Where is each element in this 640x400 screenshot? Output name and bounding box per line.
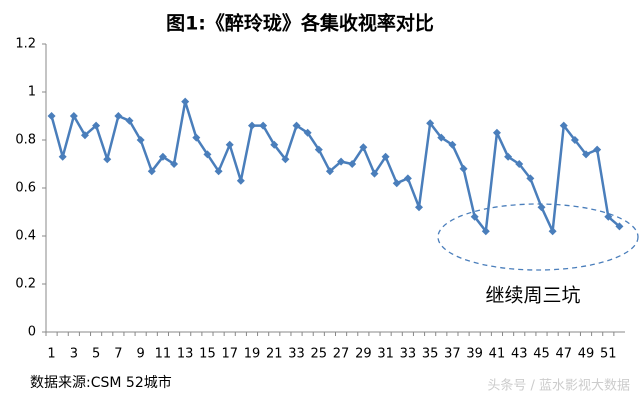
x-tick-label: 1 bbox=[47, 347, 55, 362]
data-point bbox=[582, 150, 591, 159]
data-point bbox=[615, 222, 624, 231]
y-tick-label: 1 bbox=[28, 85, 36, 100]
x-tick-label: 43 bbox=[511, 347, 528, 362]
data-point bbox=[593, 145, 602, 154]
x-tick-label: 49 bbox=[578, 347, 595, 362]
x-tick-label: 41 bbox=[489, 347, 506, 362]
series-line bbox=[50, 100, 621, 233]
data-point bbox=[359, 143, 368, 152]
x-tick-label: 37 bbox=[444, 347, 461, 362]
data-point bbox=[370, 169, 379, 178]
data-point bbox=[114, 112, 123, 120]
data-point bbox=[69, 112, 78, 120]
x-tick-label: 47 bbox=[555, 347, 572, 362]
data-point bbox=[403, 174, 412, 183]
data-point bbox=[58, 152, 67, 161]
data-point bbox=[426, 119, 435, 128]
data-point bbox=[381, 152, 390, 161]
data-point bbox=[259, 121, 268, 130]
chart-title: 图1:《醉玲珑》各集收视率对比 bbox=[166, 12, 434, 35]
y-tick-label: 0.2 bbox=[15, 277, 36, 292]
data-point bbox=[492, 128, 501, 137]
data-point bbox=[214, 167, 223, 176]
y-tick-label: 0.8 bbox=[15, 133, 36, 148]
data-point bbox=[270, 140, 279, 149]
data-point bbox=[448, 140, 457, 149]
x-tick-label: 17 bbox=[221, 347, 238, 362]
x-tick-label: 7 bbox=[114, 347, 122, 362]
data-point bbox=[415, 203, 424, 212]
y-tick-label: 1.2 bbox=[15, 37, 36, 52]
x-tick-label: 33 bbox=[288, 347, 305, 362]
data-point bbox=[325, 167, 334, 176]
x-tick-label: 33 bbox=[400, 347, 417, 362]
data-point bbox=[92, 121, 101, 130]
x-tick-label: 13 bbox=[177, 347, 194, 362]
y-tick-label: 0.4 bbox=[15, 229, 36, 244]
data-point bbox=[515, 160, 524, 168]
watermark: 头条号 / 蓝水影视大数据 bbox=[487, 378, 630, 394]
data-point bbox=[80, 131, 89, 140]
data-point bbox=[136, 136, 145, 144]
data-point bbox=[348, 160, 357, 168]
data-point bbox=[303, 128, 312, 137]
data-point bbox=[437, 133, 446, 142]
data-point bbox=[181, 97, 190, 106]
data-point bbox=[459, 164, 468, 173]
data-point bbox=[192, 133, 201, 142]
data-point bbox=[548, 227, 557, 236]
x-tick-label: 21 bbox=[266, 347, 283, 362]
data-point bbox=[247, 121, 256, 130]
data-point bbox=[203, 150, 212, 159]
x-tick-label: 25 bbox=[311, 347, 328, 362]
data-point bbox=[337, 157, 346, 166]
data-point bbox=[559, 121, 568, 130]
data-point bbox=[470, 212, 479, 221]
data-point bbox=[47, 112, 56, 120]
data-point bbox=[170, 160, 179, 168]
data-point bbox=[526, 174, 535, 183]
data-point bbox=[537, 203, 546, 212]
data-point bbox=[158, 152, 167, 161]
source: 数据来源:CSM 52城市 bbox=[30, 374, 172, 391]
data-point bbox=[281, 155, 290, 164]
data-point bbox=[504, 152, 513, 161]
data-point bbox=[236, 176, 245, 185]
x-tick-label: 35 bbox=[422, 347, 439, 362]
data-point bbox=[481, 227, 490, 236]
x-tick-label: 3 bbox=[70, 347, 78, 362]
highlight-ellipse bbox=[437, 203, 639, 271]
x-tick-label: 27 bbox=[333, 347, 350, 362]
data-point bbox=[292, 121, 301, 130]
data-point bbox=[125, 116, 134, 125]
y-tick-label: 0.6 bbox=[15, 181, 36, 196]
data-point bbox=[314, 145, 323, 154]
x-tick-label: 29 bbox=[355, 347, 372, 362]
data-point bbox=[392, 179, 401, 188]
x-tick-label: 11 bbox=[155, 347, 172, 362]
data-point bbox=[604, 212, 613, 221]
x-tick-label: 5 bbox=[92, 347, 100, 362]
x-tick-label: 45 bbox=[533, 347, 550, 362]
x-tick-label: 31 bbox=[377, 347, 394, 362]
data-point bbox=[225, 140, 234, 149]
y-tick-label: 0 bbox=[28, 325, 36, 340]
x-tick-label: 39 bbox=[466, 347, 483, 362]
data-point bbox=[103, 155, 112, 164]
x-tick-label: 19 bbox=[244, 347, 261, 362]
x-tick-label: 9 bbox=[137, 347, 145, 362]
annotation: 继续周三坑 bbox=[485, 285, 580, 307]
x-tick-label: 51 bbox=[600, 347, 617, 362]
data-point bbox=[570, 136, 579, 144]
x-tick-label: 15 bbox=[199, 347, 216, 362]
data-point bbox=[147, 167, 156, 176]
